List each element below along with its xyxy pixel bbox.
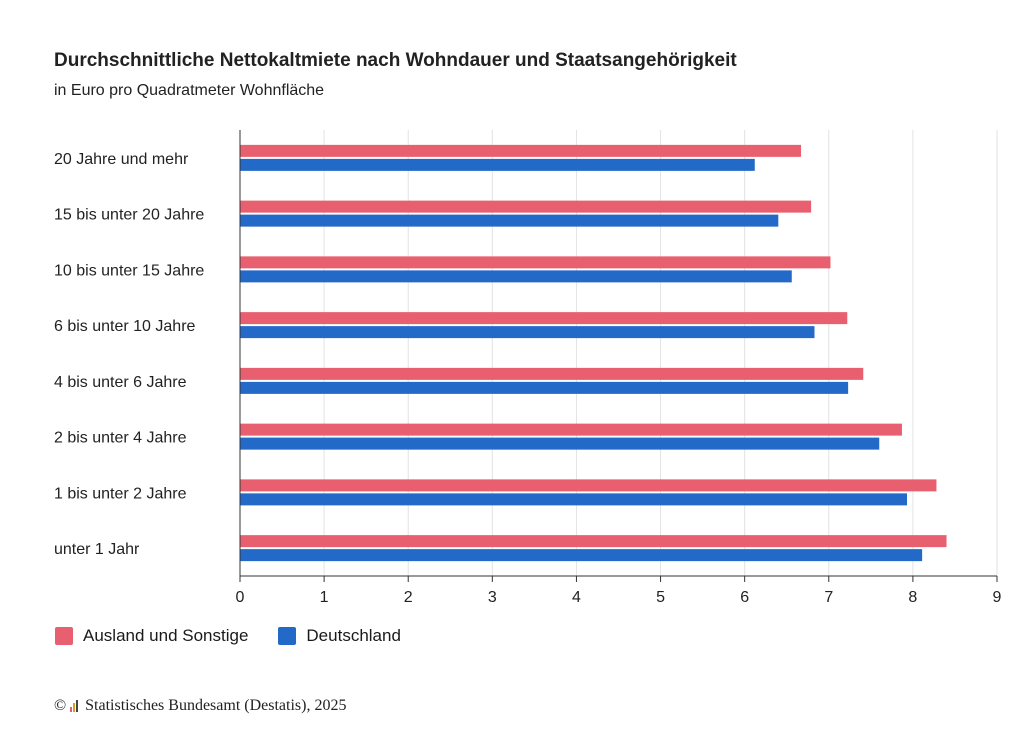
copyright-symbol: ©: [54, 697, 67, 714]
x-tick-label: 3: [488, 589, 497, 606]
category-label: unter 1 Jahr: [54, 541, 140, 558]
category-label: 15 bis unter 20 Jahre: [54, 207, 204, 224]
x-tick-label: 0: [236, 589, 245, 606]
bar-ausland: [240, 144, 802, 157]
x-tick-label: 4: [572, 589, 581, 606]
bar-deutschland: [240, 214, 779, 227]
bar-deutschland: [240, 158, 755, 171]
bar-deutschland: [240, 326, 815, 339]
x-tick-label: 9: [993, 589, 1002, 606]
bar-ausland: [240, 479, 937, 492]
x-tick-label: 2: [404, 589, 413, 606]
chart-title: Durchschnittliche Nettokaltmiete nach Wo…: [54, 50, 737, 71]
category-label: 6 bis unter 10 Jahre: [54, 318, 196, 335]
x-tick-label: 7: [824, 589, 833, 606]
legend-label-deutschland: Deutschland: [306, 626, 401, 645]
legend: Ausland und Sonstige Deutschland: [55, 626, 431, 646]
bar-ausland: [240, 423, 902, 436]
source-footer: © Statistisches Bundesamt (Destatis), 20…: [54, 697, 346, 715]
bar-deutschland: [240, 493, 908, 506]
category-label: 20 Jahre und mehr: [54, 151, 189, 168]
destatis-logo-icon: [70, 700, 79, 712]
legend-item-deutschland[interactable]: Deutschland: [278, 626, 401, 646]
x-tick-label: 6: [740, 589, 749, 606]
bar-deutschland: [240, 549, 923, 562]
source-text: Statistisches Bundesamt (Destatis), 2025: [85, 697, 347, 714]
x-tick-label: 1: [320, 589, 329, 606]
bar-deutschland: [240, 437, 880, 450]
bar-ausland: [240, 535, 947, 548]
category-label: 2 bis unter 4 Jahre: [54, 430, 187, 447]
bar-ausland: [240, 200, 812, 213]
legend-swatch-deutschland: [278, 627, 297, 645]
legend-swatch-ausland: [55, 627, 73, 645]
legend-item-ausland[interactable]: Ausland und Sonstige: [55, 626, 248, 646]
x-tick-label: 5: [656, 589, 665, 606]
category-label: 4 bis unter 6 Jahre: [54, 374, 187, 391]
bar-ausland: [240, 256, 831, 269]
category-label: 10 bis unter 15 Jahre: [54, 262, 204, 279]
category-label: 1 bis unter 2 Jahre: [54, 485, 187, 502]
bar-deutschland: [240, 270, 792, 283]
x-tick-label: 8: [908, 589, 917, 606]
chart-subtitle: in Euro pro Quadratmeter Wohnfläche: [54, 82, 325, 99]
bar-deutschland: [240, 381, 849, 394]
bar-ausland: [240, 367, 864, 380]
legend-label-ausland: Ausland und Sonstige: [83, 626, 249, 645]
bar-ausland: [240, 312, 848, 325]
